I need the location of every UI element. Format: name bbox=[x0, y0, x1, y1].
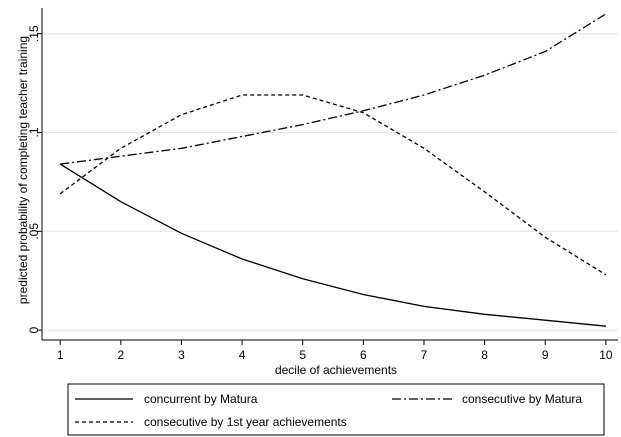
data-point bbox=[59, 193, 61, 195]
series-line-3 bbox=[59, 94, 607, 276]
x-tick-label: 6 bbox=[360, 348, 367, 362]
data-point bbox=[180, 114, 182, 116]
legend-label: consecutive by Matura bbox=[462, 392, 582, 406]
data-point bbox=[605, 13, 607, 15]
data-point bbox=[120, 200, 122, 202]
data-point bbox=[180, 232, 182, 234]
x-tick-label: 1 bbox=[57, 348, 64, 362]
data-point bbox=[605, 274, 607, 276]
data-point bbox=[302, 123, 304, 125]
series-lines bbox=[59, 13, 607, 327]
data-point bbox=[544, 236, 546, 238]
x-tick-label: 3 bbox=[178, 348, 185, 362]
series-line-2 bbox=[60, 13, 607, 165]
x-tick-label: 2 bbox=[117, 348, 124, 362]
data-point bbox=[241, 258, 243, 260]
x-tick-label: 5 bbox=[299, 348, 306, 362]
y-tick-label: .1 bbox=[27, 127, 41, 137]
data-point bbox=[59, 163, 61, 165]
data-point bbox=[362, 112, 364, 114]
data-point bbox=[483, 191, 485, 193]
legend-box bbox=[67, 383, 605, 436]
data-point bbox=[241, 135, 243, 137]
x-tick-label: 8 bbox=[481, 348, 488, 362]
y-tick-label: .05 bbox=[27, 223, 41, 240]
data-point bbox=[180, 147, 182, 149]
axes: 0 .05 .1 .15 1 2 3 4 5 6 7 8 9 10 bbox=[27, 8, 618, 362]
data-point bbox=[483, 74, 485, 76]
y-axis-label: predicted probability of completing teac… bbox=[16, 36, 30, 304]
x-tick-label: 4 bbox=[239, 348, 246, 362]
data-point bbox=[302, 94, 304, 96]
x-axis-label: decile of achievements bbox=[275, 363, 397, 377]
data-point bbox=[423, 94, 425, 96]
x-tick-label: 10 bbox=[599, 348, 613, 362]
data-point bbox=[120, 155, 122, 157]
legend-label: consecutive by 1st year achievements bbox=[144, 415, 347, 429]
legend: concurrent by Matura consecutive by Matur… bbox=[67, 383, 605, 436]
x-tick-label: 9 bbox=[542, 348, 549, 362]
legend-label: concurrent by Matura bbox=[144, 392, 258, 406]
x-tick-label: 7 bbox=[421, 348, 428, 362]
data-point bbox=[241, 94, 243, 96]
y-tick-label: 0 bbox=[27, 326, 41, 333]
data-point bbox=[423, 305, 425, 307]
y-tick-label: .15 bbox=[27, 25, 41, 42]
data-point bbox=[544, 50, 546, 52]
data-point bbox=[423, 147, 425, 149]
data-point bbox=[544, 319, 546, 321]
series-line-1 bbox=[59, 163, 606, 327]
gridlines bbox=[42, 33, 618, 331]
data-point bbox=[302, 278, 304, 280]
data-point bbox=[483, 313, 485, 315]
data-point bbox=[605, 325, 607, 327]
data-point bbox=[362, 293, 364, 295]
data-point bbox=[120, 147, 122, 149]
